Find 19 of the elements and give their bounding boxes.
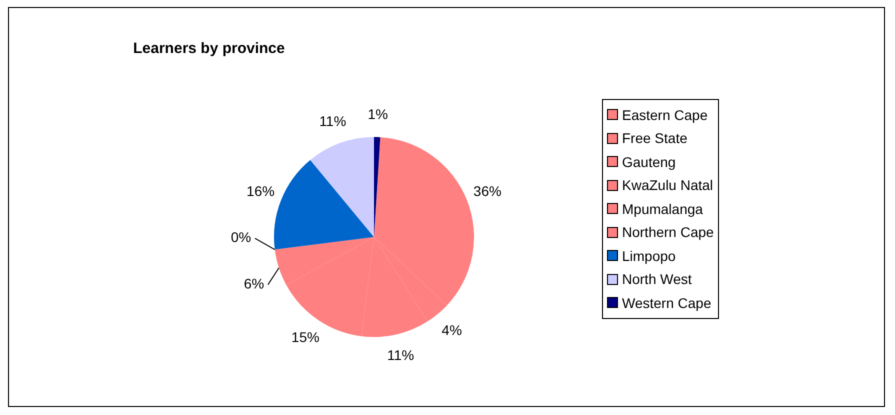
data-label: 16% bbox=[246, 182, 275, 199]
data-label: 1% bbox=[368, 106, 388, 122]
data-label: 6% bbox=[244, 276, 264, 292]
legend-label: Gauteng bbox=[621, 152, 677, 172]
legend-label: KwaZulu Natal bbox=[621, 176, 714, 196]
data-label: 36% bbox=[473, 182, 502, 199]
legend-label: Eastern Cape bbox=[621, 106, 709, 125]
data-label: 15% bbox=[291, 328, 320, 345]
legend-label: Western Cape bbox=[621, 294, 712, 313]
legend-label: Free State bbox=[621, 129, 688, 148]
legend-label: Mpumalanga bbox=[621, 200, 704, 219]
data-label: 4% bbox=[442, 322, 462, 338]
text: 0% bbox=[230, 229, 252, 246]
chart-title: Learners by province bbox=[132, 40, 286, 57]
legend-label: Northern Cape bbox=[621, 223, 714, 242]
data-label: 11% bbox=[387, 346, 414, 363]
legend-label: Limpopo bbox=[621, 246, 677, 266]
data-label: 11% bbox=[319, 113, 346, 130]
legend-label: North West bbox=[621, 270, 693, 290]
